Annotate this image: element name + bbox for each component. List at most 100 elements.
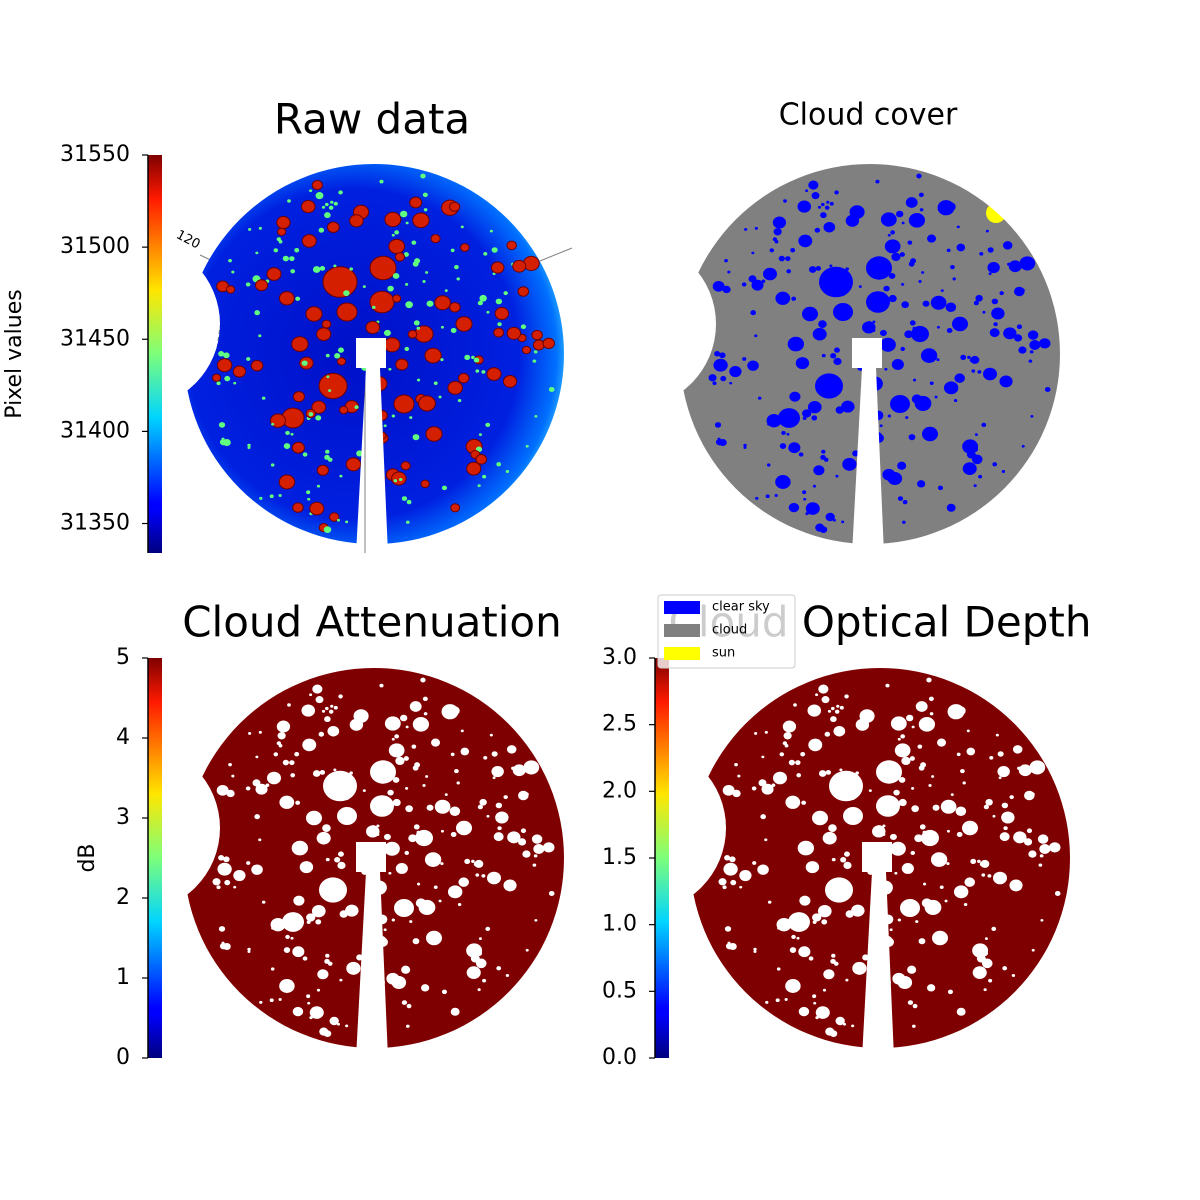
clear-sky bbox=[471, 859, 475, 864]
clear-sky bbox=[406, 1003, 412, 1009]
clear-sky bbox=[975, 294, 983, 302]
clear-sky bbox=[361, 1032, 371, 1041]
clear-sky bbox=[751, 251, 755, 255]
clear-sky bbox=[866, 291, 890, 313]
clear-sky bbox=[793, 703, 797, 707]
clear-sky bbox=[689, 872, 706, 888]
cloud-gap bbox=[409, 416, 413, 420]
clear-sky bbox=[183, 872, 200, 888]
cloud-gap bbox=[477, 300, 483, 306]
clear-sky bbox=[834, 893, 838, 897]
clear-sky bbox=[872, 825, 886, 838]
clear-sky bbox=[899, 252, 905, 257]
cloud-gap bbox=[316, 464, 329, 476]
clear-sky bbox=[894, 871, 898, 875]
cloud-gap bbox=[440, 325, 444, 329]
clear-sky bbox=[898, 798, 907, 807]
clear-sky bbox=[1001, 811, 1015, 824]
image-content bbox=[670, 154, 1070, 554]
clear-sky bbox=[218, 926, 226, 932]
clear-sky bbox=[979, 251, 984, 256]
clear-sky bbox=[226, 789, 235, 798]
panel-title: Raw data bbox=[274, 95, 470, 144]
cloud-gap bbox=[371, 305, 376, 309]
clear-sky bbox=[803, 497, 807, 501]
clear-sky bbox=[424, 852, 442, 867]
clear-sky bbox=[485, 926, 491, 932]
cloud-gap bbox=[393, 394, 415, 414]
clear-sky bbox=[844, 694, 849, 699]
clear-sky bbox=[1021, 444, 1025, 448]
cloud-gap bbox=[295, 296, 301, 301]
clear-sky bbox=[825, 877, 853, 903]
clear-sky bbox=[840, 857, 847, 863]
clear-sky bbox=[714, 422, 722, 428]
clear-sky bbox=[855, 718, 870, 731]
clear-sky bbox=[388, 871, 392, 875]
clear-sky bbox=[946, 248, 951, 253]
clear-sky bbox=[918, 280, 922, 283]
colorbar-tick-label: 2 bbox=[116, 885, 130, 910]
clear-sky bbox=[714, 351, 721, 357]
clear-sky bbox=[379, 856, 385, 861]
cloud-gap bbox=[292, 502, 304, 513]
clear-sky bbox=[921, 271, 925, 274]
clear-sky bbox=[231, 774, 235, 778]
clear-sky bbox=[918, 717, 935, 732]
clear-sky bbox=[422, 784, 426, 787]
clear-sky bbox=[741, 282, 747, 287]
clear-sky bbox=[408, 834, 417, 843]
clear-sky bbox=[995, 733, 999, 737]
clear-sky bbox=[798, 452, 804, 457]
clear-sky bbox=[322, 824, 331, 832]
clear-sky bbox=[406, 1024, 410, 1028]
cloud-gap bbox=[420, 173, 426, 179]
clear-sky bbox=[824, 731, 831, 737]
clear-sky bbox=[218, 855, 225, 861]
clear-sky bbox=[812, 810, 828, 826]
cloud-gap bbox=[318, 372, 348, 400]
clear-sky bbox=[905, 197, 918, 208]
cloud-gap bbox=[379, 352, 385, 357]
clear-sky bbox=[409, 920, 413, 924]
clear-sky bbox=[395, 756, 405, 766]
clear-sky bbox=[906, 714, 914, 722]
clear-sky bbox=[325, 706, 329, 711]
cloud-gap bbox=[302, 452, 308, 457]
cloud-gap bbox=[333, 264, 337, 268]
cloud-gap bbox=[282, 255, 289, 262]
clear-sky bbox=[761, 783, 774, 795]
clear-sky bbox=[1011, 973, 1016, 977]
cloud-gap bbox=[321, 205, 326, 209]
clear-sky bbox=[962, 462, 977, 475]
clear-sky bbox=[875, 897, 879, 901]
clear-sky bbox=[307, 994, 311, 998]
clear-sky bbox=[982, 310, 986, 314]
clear-sky bbox=[842, 457, 857, 471]
clear-sky bbox=[867, 1032, 877, 1041]
clear-sky bbox=[812, 484, 817, 488]
clear-sky bbox=[1013, 334, 1023, 342]
clear-sky bbox=[512, 764, 526, 777]
clear-sky bbox=[1002, 241, 1013, 250]
clear-sky bbox=[308, 916, 314, 921]
image-background bbox=[174, 154, 574, 554]
clear-sky bbox=[273, 752, 279, 757]
clear-sky bbox=[325, 953, 330, 958]
clear-sky bbox=[761, 755, 765, 759]
cloud-gap bbox=[394, 230, 400, 235]
clear-sky bbox=[920, 348, 938, 363]
clear-sky bbox=[890, 395, 910, 413]
cloud-gap bbox=[278, 291, 295, 306]
clear-sky bbox=[918, 938, 926, 945]
clear-sky bbox=[974, 433, 978, 437]
cloud-gap bbox=[285, 430, 290, 435]
clear-sky bbox=[807, 864, 814, 870]
cloud-gap bbox=[338, 190, 343, 195]
clear-sky bbox=[978, 474, 983, 479]
clear-sky bbox=[928, 784, 932, 787]
clear-sky bbox=[873, 432, 882, 440]
clear-sky bbox=[936, 325, 940, 329]
clear-sky bbox=[1039, 854, 1044, 858]
clear-sky bbox=[932, 804, 940, 811]
